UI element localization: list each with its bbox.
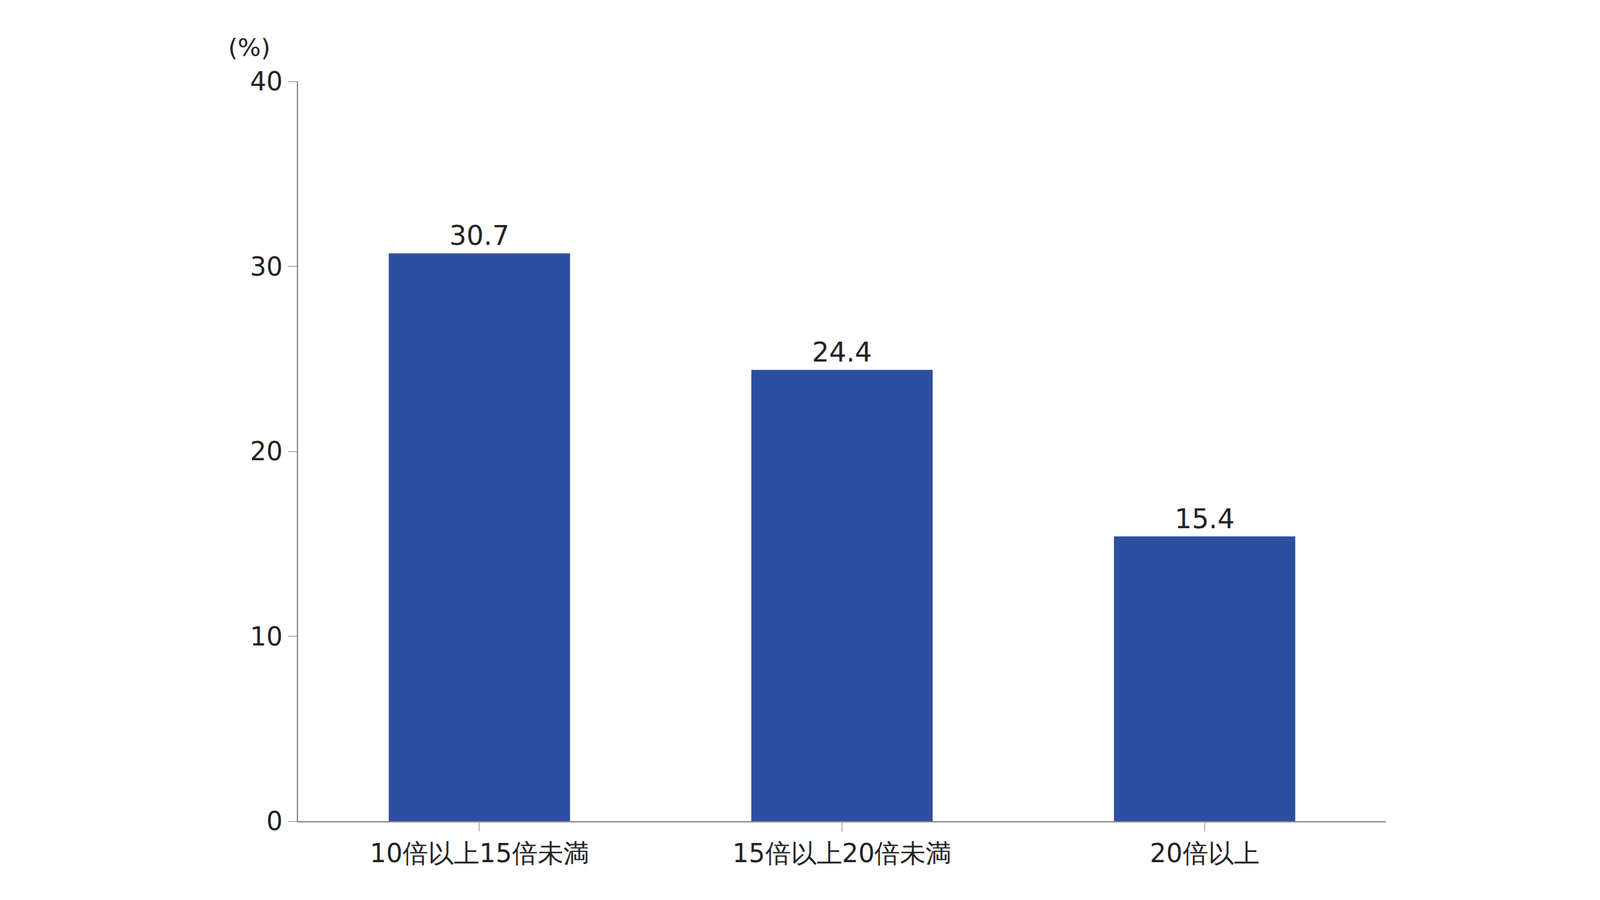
- svg-text:30: 30: [250, 251, 283, 282]
- svg-text:40: 40: [250, 66, 283, 97]
- svg-text:15倍以上20倍未満: 15倍以上20倍未満: [732, 838, 952, 868]
- svg-text:10倍以上15倍未満: 10倍以上15倍未満: [369, 838, 590, 868]
- svg-text:20: 20: [250, 436, 283, 467]
- svg-text:15.4: 15.4: [1174, 503, 1235, 535]
- svg-text:20倍以上: 20倍以上: [1150, 838, 1260, 868]
- svg-text:(%): (%): [228, 33, 271, 62]
- svg-text:10: 10: [250, 621, 283, 652]
- svg-text:30.7: 30.7: [449, 219, 510, 252]
- svg-text:24.4: 24.4: [812, 336, 873, 368]
- svg-text:0: 0: [266, 806, 283, 836]
